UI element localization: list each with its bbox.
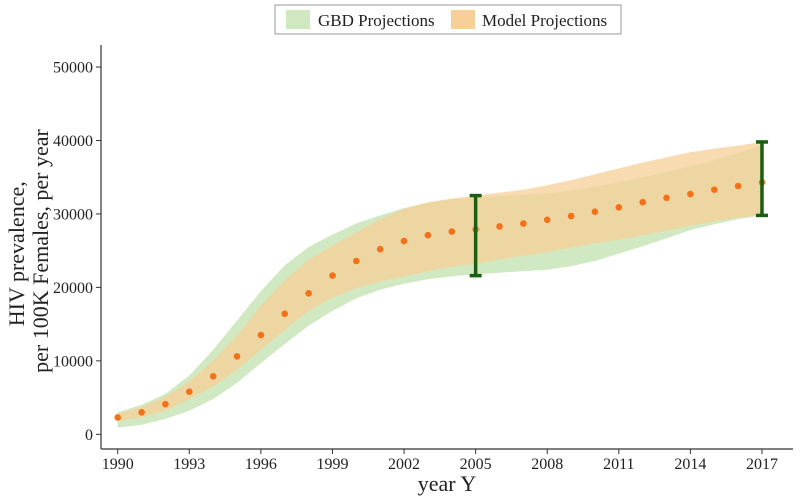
- data-point: [305, 290, 312, 297]
- x-tick-label: 1999: [316, 456, 348, 473]
- y-axis-title-line-2: per 100K Females, per year: [28, 128, 53, 372]
- data-point: [711, 186, 718, 193]
- legend-label-gbd: GBD Projections: [318, 11, 435, 30]
- data-point: [186, 388, 193, 396]
- data-point: [257, 331, 265, 339]
- y-tick-label: 0: [85, 427, 93, 444]
- data-point: [687, 190, 694, 198]
- data-point: [520, 220, 527, 227]
- model-projection-band: [117, 142, 762, 422]
- data-point: [138, 409, 145, 416]
- y-tick-label: 40000: [53, 133, 93, 150]
- data-point: [543, 216, 551, 224]
- axes: 0 10000 20000 30000 40000 50000 1990 1993 1996 19…: [53, 45, 793, 473]
- legend-label-model: Model Projections: [482, 11, 607, 30]
- y-tick-label: 10000: [53, 353, 93, 370]
- legend: GBD Projections Model Projections: [274, 4, 622, 35]
- x-tick-label: 1993: [173, 456, 205, 473]
- legend-box: [274, 4, 622, 35]
- data-point: [329, 272, 336, 279]
- y-tick-label: 20000: [53, 280, 93, 297]
- data-point: [591, 208, 599, 215]
- x-tick-label: 2002: [388, 456, 420, 473]
- x-tick-label: 2014: [674, 456, 706, 473]
- data-point: [281, 310, 289, 318]
- y-tick-label: 30000: [53, 206, 93, 223]
- data-point: [353, 257, 360, 265]
- x-tick-label: 2017: [746, 456, 778, 473]
- x-tick-label: 2011: [603, 456, 634, 473]
- data-point: [400, 237, 408, 245]
- data-point: [496, 223, 503, 230]
- error-bar: [469, 193, 482, 278]
- data-point: [376, 245, 384, 253]
- data-point: [209, 373, 217, 380]
- x-tick-label: 2008: [531, 456, 563, 473]
- error-bars: [469, 140, 768, 278]
- data-point: [233, 353, 241, 360]
- legend-swatch-model: [451, 10, 475, 29]
- x-axis-title: year Y: [418, 471, 477, 496]
- data-point: [114, 414, 121, 421]
- x-tick-label: 1990: [102, 456, 134, 473]
- projection-bands: [117, 142, 762, 428]
- data-point: [424, 231, 432, 239]
- data-point: [615, 204, 623, 211]
- y-axis-title-line-1: HIV prevalence,: [4, 181, 29, 326]
- data-point: [567, 212, 575, 220]
- data-point: [162, 400, 169, 408]
- x-tick-label: 2005: [460, 456, 492, 473]
- data-point: [663, 194, 670, 202]
- error-bar: [755, 140, 768, 218]
- y-axis-title: HIV prevalence, per 100K Females, per ye…: [4, 128, 53, 372]
- legend-swatch-gbd: [286, 10, 310, 29]
- data-point: [734, 182, 742, 190]
- data-point: [448, 228, 456, 235]
- y-tick-label: 50000: [53, 60, 93, 77]
- data-point: [639, 198, 646, 206]
- x-tick-label: 1996: [245, 456, 277, 473]
